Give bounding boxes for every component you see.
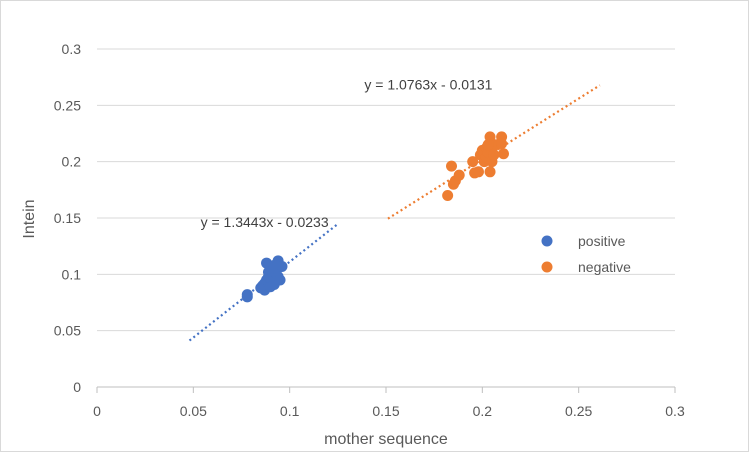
y-tick-label: 0.05: [54, 323, 81, 339]
x-axis-title: mother sequence: [324, 431, 448, 448]
y-axis-title: Intein: [21, 199, 38, 238]
data-points: [241, 131, 510, 303]
point-negative: [467, 156, 479, 168]
x-tick-label: 0: [93, 403, 101, 419]
y-tick-label: 0.3: [62, 41, 82, 57]
x-tick-label: 0.3: [665, 403, 685, 419]
point-negative: [484, 166, 496, 178]
y-tick-label: 0.25: [54, 97, 81, 113]
y-tick-label: 0.15: [54, 210, 81, 226]
point-negative: [442, 189, 454, 201]
x-tick-label: 0.15: [372, 403, 399, 419]
y-tick-label: 0.1: [62, 266, 82, 282]
point-positive: [274, 274, 286, 286]
legend: positive negative: [541, 233, 631, 275]
point-negative: [472, 166, 484, 178]
legend-label-negative: negative: [578, 259, 631, 275]
legend-label-positive: positive: [578, 233, 626, 249]
point-positive: [262, 266, 274, 278]
point-positive: [241, 289, 253, 301]
gridlines: [97, 48, 675, 388]
trendline-positive: [188, 223, 339, 342]
point-negative: [446, 160, 458, 172]
x-tick-label: 0.2: [473, 403, 493, 419]
y-axis: 0 0.05 0.1 0.15 0.2 0.25 0.3: [54, 41, 81, 395]
trendline-equation-positive: y = 1.3443x - 0.0233: [201, 214, 329, 230]
point-negative: [482, 139, 494, 151]
trendline-equation-negative: y = 1.0763x - 0.0131: [364, 77, 492, 93]
x-axis: 0 0.05 0.1 0.15 0.2 0.25 0.3: [93, 387, 685, 419]
x-tick-label: 0.05: [180, 403, 207, 419]
y-tick-label: 0: [73, 379, 81, 395]
point-negative: [498, 148, 510, 160]
x-tick-label: 0.1: [280, 403, 300, 419]
trendline-equations: y = 1.3443x - 0.0233 y = 1.0763x - 0.0131: [201, 77, 493, 230]
y-tick-label: 0.2: [62, 154, 82, 170]
point-negative: [453, 169, 465, 181]
point-negative: [496, 138, 508, 150]
legend-marker-positive: [541, 235, 553, 247]
point-negative: [488, 149, 500, 161]
trendlines: [188, 84, 601, 342]
legend-marker-negative: [541, 261, 553, 273]
x-tick-label: 0.25: [565, 403, 592, 419]
